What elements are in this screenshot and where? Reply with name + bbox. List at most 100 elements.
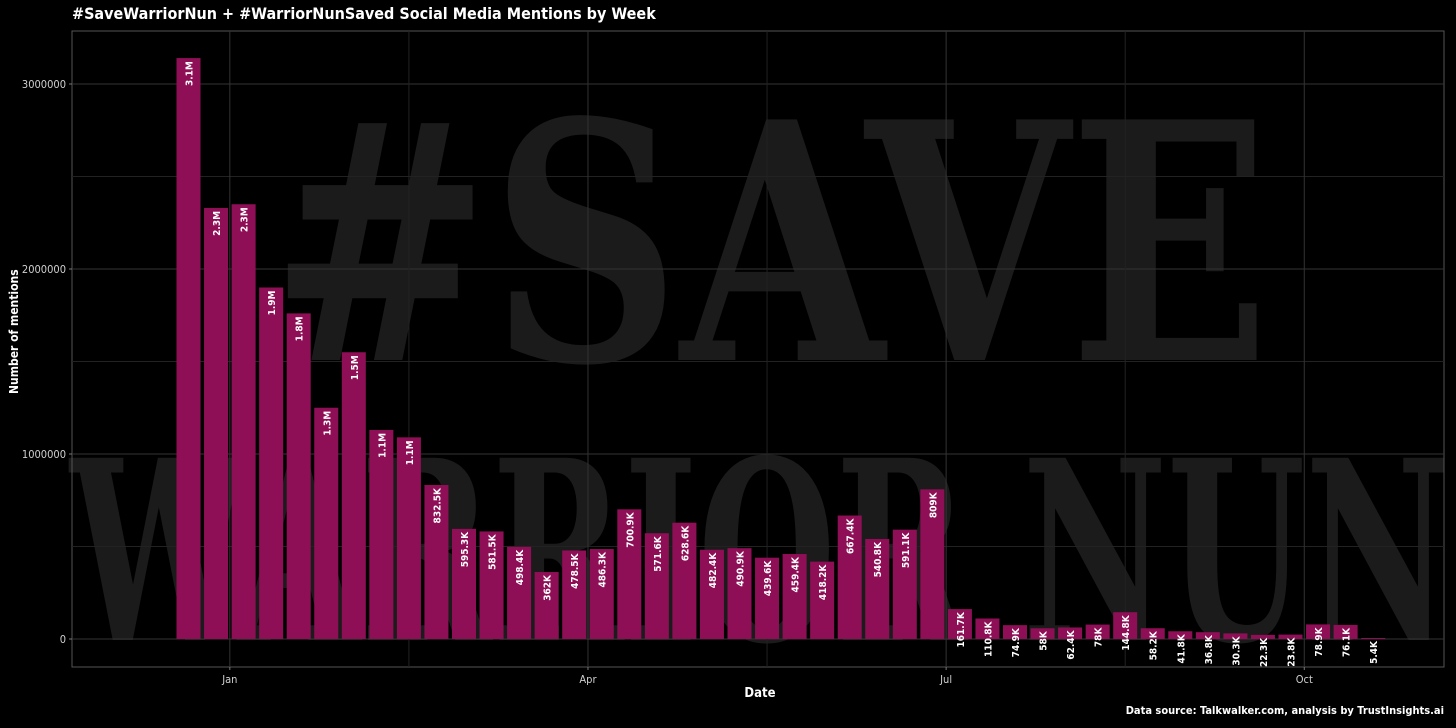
bar (1168, 631, 1193, 639)
bar (920, 489, 945, 639)
bar-label: 486.3K (598, 551, 609, 587)
bar (424, 484, 449, 639)
bar-labels: 3.1M 2.3M 2.3M 1.9M 1.8M 1.3M 1.5M 1.1M 1.1M 832.… (185, 61, 1381, 667)
bar-label: 667.4K (846, 518, 857, 554)
y-axis: 0 1000000 2000000 3000000 (22, 78, 72, 646)
bar (396, 437, 421, 639)
bar (231, 204, 256, 639)
bar-label: 78K (1094, 627, 1105, 648)
bar-label: 581.5K (488, 533, 499, 569)
bar-label: 1.1M (405, 440, 416, 465)
bar-label: 1.1M (377, 433, 388, 458)
y-tick-label: 1000000 (22, 448, 66, 461)
bar (176, 58, 201, 640)
bar (865, 538, 890, 639)
bar-label: 2.3M (212, 211, 223, 236)
bar (1278, 634, 1303, 639)
bar-label: 595.3K (460, 531, 471, 567)
bar-label: 459.4K (791, 556, 802, 592)
bar-label: 41.8K (1176, 633, 1187, 663)
bar-label: 76.1K (1342, 627, 1353, 657)
bar (1361, 638, 1386, 639)
bars (176, 58, 1386, 640)
bar (975, 618, 1000, 639)
bar-label: 3.1M (185, 61, 196, 86)
y-tick-label: 3000000 (22, 78, 66, 91)
bar-label: 1.8M (295, 316, 306, 341)
x-tick-label: Oct (1296, 673, 1313, 686)
bar (1140, 628, 1165, 639)
bar (589, 549, 614, 639)
y-axis-title: Number of mentions (7, 269, 21, 394)
bar-label: 700.9K (625, 511, 636, 547)
bar-label: 62.4K (1066, 629, 1077, 659)
bar (782, 554, 807, 639)
bar (892, 529, 917, 639)
bar-label: 1.9M (267, 290, 278, 315)
watermark-text-save: #SAVE (270, 50, 1270, 438)
bar (810, 561, 835, 639)
bar (507, 546, 532, 639)
bar-label: 2.3M (240, 207, 251, 232)
x-tick-label: Apr (579, 673, 597, 686)
bar (755, 557, 780, 639)
bar-label: 58K (1039, 630, 1050, 651)
plot-panel (71, 30, 1445, 668)
bar (947, 609, 972, 639)
bar-label: 5.4K (1369, 640, 1380, 664)
bar-label: 36.8K (1204, 634, 1215, 664)
bar (286, 313, 311, 639)
bar-label: 161.7K (956, 611, 967, 647)
chart-title: #SaveWarriorNun + #WarriorNunSaved Socia… (72, 4, 656, 23)
bar (837, 515, 862, 639)
bar (479, 531, 504, 639)
bar (1306, 624, 1331, 639)
y-tick-label: 0 (60, 633, 66, 646)
bar (562, 550, 587, 639)
bar (1195, 632, 1220, 639)
bar (369, 429, 394, 639)
bar (699, 549, 724, 639)
bar (1113, 612, 1138, 639)
x-axis-title: Date (744, 686, 776, 701)
bar-label: 144.8K (1121, 614, 1132, 650)
bar-label: 490.9K (736, 550, 747, 586)
bar (617, 509, 642, 639)
bar-label: 482.4K (708, 552, 719, 588)
bar-label: 362K (543, 574, 554, 601)
data-source-caption: Data source: Talkwalker.com, analysis by… (1125, 704, 1444, 717)
bar-label: 832.5K (432, 487, 443, 523)
bar-label: 78.9K (1314, 626, 1325, 656)
bar (204, 207, 229, 639)
bar (727, 548, 752, 639)
bar (672, 522, 697, 639)
bar-label: 498.4K (515, 549, 526, 585)
bar-label: 1.5M (350, 355, 361, 380)
bar-label: 809K (928, 491, 939, 518)
bar-label: 571.6K (653, 535, 664, 571)
bar (1003, 625, 1027, 639)
bar (341, 352, 366, 639)
bar-label: 23.8K (1287, 637, 1298, 667)
x-tick-label: Jan (221, 673, 237, 686)
y-tick-label: 2000000 (22, 263, 66, 276)
bar-label: 74.9K (1011, 627, 1022, 657)
bar-label: 110.8K (983, 620, 994, 656)
bar (452, 528, 476, 639)
x-tick-label: Jul (939, 673, 952, 686)
bar-label: 478.5K (570, 552, 581, 588)
bar-label: 540.8K (873, 541, 884, 577)
bar-label: 591.1K (901, 532, 912, 568)
bar (1250, 634, 1275, 639)
bar-label: 439.6K (763, 560, 774, 596)
bar (1058, 627, 1083, 639)
bar-label: 628.6K (680, 525, 691, 561)
bar (644, 533, 669, 639)
bar-label: 22.3K (1259, 637, 1270, 667)
bar-label: 1.3M (322, 411, 333, 436)
x-axis: Jan Apr Jul Oct (221, 667, 1313, 686)
grid-lines (72, 31, 1444, 667)
bar (1223, 633, 1248, 639)
bar (1085, 624, 1110, 639)
